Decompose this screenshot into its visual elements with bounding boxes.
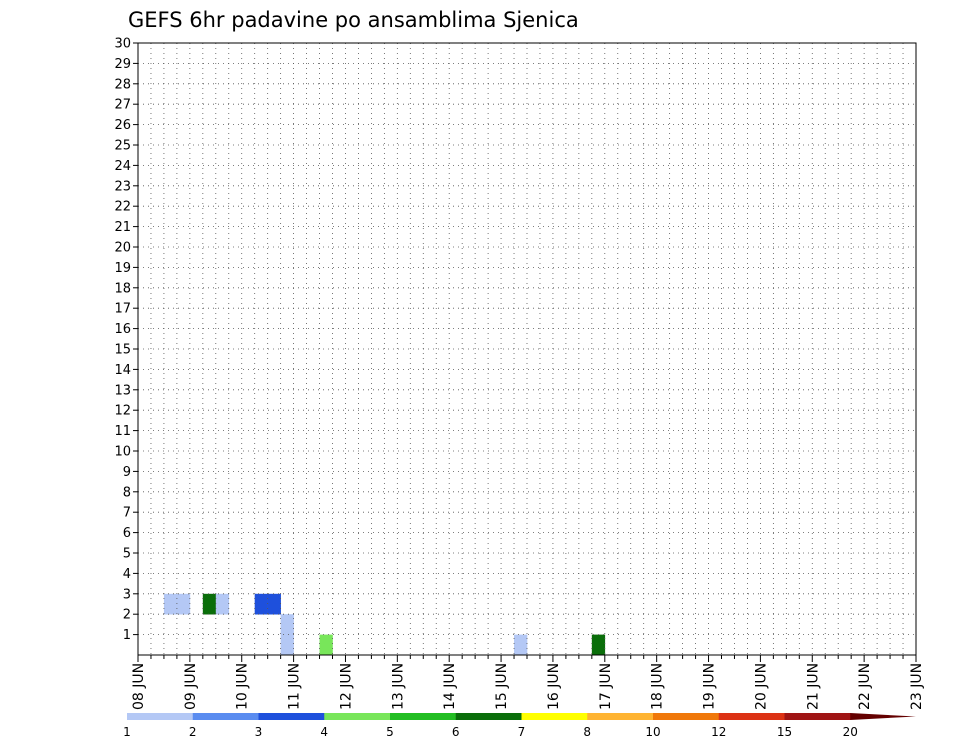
colorbar-label: 7 bbox=[518, 725, 526, 739]
colorbar: 1 2 3 4 5 6 7 8 10 12 15 20 bbox=[123, 713, 916, 739]
colorbar-segment bbox=[718, 713, 785, 720]
colorbar-label: 8 bbox=[583, 725, 591, 739]
y-tick-label: 18 bbox=[114, 281, 131, 296]
x-tick-label: 09 JUN bbox=[183, 663, 199, 710]
y-tick-label: 9 bbox=[123, 465, 131, 480]
y-tick-label: 26 bbox=[114, 118, 131, 133]
colorbar-segment bbox=[784, 713, 851, 720]
heatmap-cells bbox=[163, 593, 606, 656]
x-tick-label: 17 JUN bbox=[598, 663, 614, 710]
y-tick-label: 30 bbox=[114, 37, 131, 52]
colorbar-label: 3 bbox=[255, 725, 263, 739]
y-tick-label: 27 bbox=[114, 98, 131, 113]
y-tick-label: 25 bbox=[114, 139, 131, 154]
x-tick-label: 11 JUN bbox=[287, 663, 303, 710]
chart-title: GEFS 6hr padavine po ansamblima Sjenica bbox=[128, 8, 579, 32]
colorbar-label: 1 bbox=[123, 725, 131, 739]
x-tick-label: 14 JUN bbox=[442, 663, 458, 710]
heatmap-cell bbox=[215, 593, 230, 615]
y-tick-label: 17 bbox=[114, 302, 131, 317]
colorbar-label: 6 bbox=[452, 725, 460, 739]
colorbar-label: 10 bbox=[645, 725, 660, 739]
y-tick-label: 8 bbox=[123, 485, 131, 500]
y-tick-label: 5 bbox=[123, 547, 131, 562]
y-tick-label: 11 bbox=[114, 424, 131, 439]
y-tick-label: 21 bbox=[114, 220, 131, 235]
heatmap-cell bbox=[254, 593, 268, 615]
y-tick-label: 15 bbox=[114, 343, 131, 358]
y-tick-label: 13 bbox=[114, 383, 131, 398]
colorbar-segment bbox=[324, 713, 391, 720]
x-tick-label: 15 JUN bbox=[494, 663, 510, 710]
colorbar-segment bbox=[192, 713, 259, 720]
x-tick-label: 19 JUN bbox=[702, 663, 718, 710]
colorbar-label: 15 bbox=[777, 725, 792, 739]
grid-lines bbox=[138, 43, 916, 655]
colorbar-segment bbox=[850, 713, 916, 720]
colorbar-label: 5 bbox=[386, 725, 394, 739]
x-tick-label: 21 JUN bbox=[805, 663, 821, 710]
y-tick-label: 20 bbox=[114, 241, 131, 256]
y-tick-label: 28 bbox=[114, 77, 131, 92]
x-tick-label: 22 JUN bbox=[857, 663, 873, 710]
colorbar-segment bbox=[455, 713, 522, 720]
heatmap-cell bbox=[280, 634, 294, 656]
x-tick-label: 20 JUN bbox=[753, 663, 769, 710]
heatmap-cell bbox=[176, 593, 191, 615]
heatmap-cell bbox=[591, 634, 606, 656]
y-tick-label: 22 bbox=[114, 200, 131, 215]
y-tick-label: 19 bbox=[114, 261, 131, 276]
colorbar-segment bbox=[390, 713, 457, 720]
heatmap-cell bbox=[267, 593, 281, 615]
colorbar-label: 2 bbox=[189, 725, 197, 739]
y-tick-label: 3 bbox=[123, 587, 131, 602]
x-tick-label: 13 JUN bbox=[390, 663, 406, 710]
colorbar-label: 4 bbox=[320, 725, 328, 739]
x-tick-label: 10 JUN bbox=[235, 663, 251, 710]
x-tick-label: 23 JUN bbox=[909, 663, 925, 710]
x-tick-label: 18 JUN bbox=[650, 663, 666, 710]
x-tick-label: 12 JUN bbox=[338, 663, 354, 710]
y-tick-label: 4 bbox=[123, 567, 131, 582]
x-tick-label: 16 JUN bbox=[546, 663, 562, 710]
y-axis: 1234567891011121314151617181920212223242… bbox=[114, 37, 138, 643]
y-tick-label: 6 bbox=[123, 526, 131, 541]
heatmap-cell bbox=[163, 593, 178, 615]
y-tick-label: 14 bbox=[114, 363, 131, 378]
y-tick-label: 12 bbox=[114, 404, 131, 419]
colorbar-segment bbox=[653, 713, 720, 720]
y-tick-label: 23 bbox=[114, 179, 131, 194]
heatmap-cell bbox=[514, 634, 528, 656]
colorbar-segment bbox=[521, 713, 588, 720]
heatmap-cell bbox=[202, 593, 217, 615]
colorbar-segment bbox=[258, 713, 325, 720]
x-tick-label: 08 JUN bbox=[131, 663, 147, 710]
y-tick-label: 7 bbox=[123, 506, 131, 521]
colorbar-segment bbox=[587, 713, 654, 720]
x-axis: 08 JUN 09 JUN 10 JUN 11 JUN 12 JUN 13 JUN 14 J… bbox=[131, 655, 925, 710]
y-tick-label: 10 bbox=[114, 445, 131, 460]
y-tick-label: 29 bbox=[114, 57, 131, 72]
y-tick-label: 2 bbox=[123, 608, 131, 623]
colorbar-segment bbox=[127, 713, 194, 720]
colorbar-label: 20 bbox=[843, 725, 858, 739]
y-tick-label: 24 bbox=[114, 159, 131, 174]
colorbar-label: 12 bbox=[711, 725, 726, 739]
heatmap-cell bbox=[319, 634, 333, 656]
y-tick-label: 16 bbox=[114, 322, 131, 337]
y-tick-label: 1 bbox=[123, 628, 131, 643]
heatmap-cell bbox=[280, 614, 294, 635]
